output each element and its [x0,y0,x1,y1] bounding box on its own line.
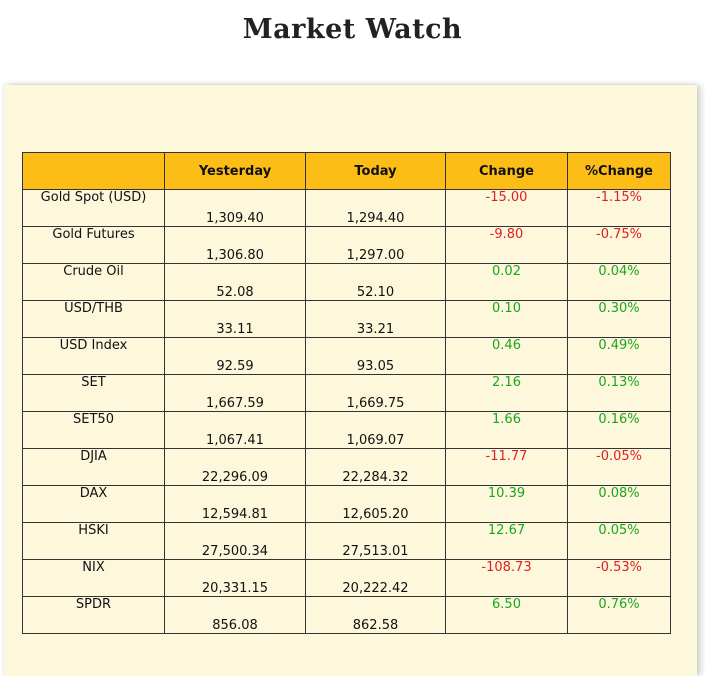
instrument-name: DJIA [22,448,165,486]
yesterday-value: 12,594.81 [164,485,306,523]
change-value: -15.00 [445,189,568,227]
instrument-name: SET50 [22,411,165,449]
table-row: USD Index 92.59 93.05 0.46 0.49% [22,337,671,375]
yesterday-value: 1,067.41 [164,411,306,449]
pct-change-value: 0.16% [567,411,671,449]
header-today: Today [305,152,446,190]
instrument-name: SET [22,374,165,412]
yesterday-value: 1,309.40 [164,189,306,227]
pct-change-value: 0.05% [567,522,671,560]
today-value: 33.21 [305,300,446,338]
header-yesterday: Yesterday [164,152,306,190]
table-row: NIX 20,331.15 20,222.42 -108.73 -0.53% [22,559,671,597]
today-value: 52.10 [305,263,446,301]
instrument-name: DAX [22,485,165,523]
today-value: 93.05 [305,337,446,375]
change-value: 10.39 [445,485,568,523]
today-value: 27,513.01 [305,522,446,560]
today-value: 12,605.20 [305,485,446,523]
table-row: Gold Futures 1,306.80 1,297.00 -9.80 -0.75% [22,226,671,264]
table-row: Crude Oil 52.08 52.10 0.02 0.04% [22,263,671,301]
change-value: 12.67 [445,522,568,560]
table-header-row: Yesterday Today Change %Change [22,152,671,190]
yesterday-value: 20,331.15 [164,559,306,597]
page-title: Market Watch [242,14,463,45]
instrument-name: Crude Oil [22,263,165,301]
today-value: 22,284.32 [305,448,446,486]
today-value: 1,297.00 [305,226,446,264]
change-value: 2.16 [445,374,568,412]
yesterday-value: 1,667.59 [164,374,306,412]
change-value: 0.02 [445,263,568,301]
today-value: 1,294.40 [305,189,446,227]
instrument-name: USD/THB [22,300,165,338]
table-row: SET 1,667.59 1,669.75 2.16 0.13% [22,374,671,412]
pct-change-value: 0.04% [567,263,671,301]
change-value: -108.73 [445,559,568,597]
pct-change-value: -1.15% [567,189,671,227]
market-table: Yesterday Today Change %Change Gold Spot… [22,152,671,634]
instrument-name: NIX [22,559,165,597]
pct-change-value: 0.30% [567,300,671,338]
pct-change-value: 0.08% [567,485,671,523]
yesterday-value: 856.08 [164,596,306,634]
pct-change-value: 0.13% [567,374,671,412]
pct-change-value: 0.76% [567,596,671,634]
pct-change-value: 0.49% [567,337,671,375]
today-value: 1,669.75 [305,374,446,412]
table-row: HSKI 27,500.34 27,513.01 12.67 0.05% [22,522,671,560]
yesterday-value: 92.59 [164,337,306,375]
today-value: 1,069.07 [305,411,446,449]
change-value: 0.10 [445,300,568,338]
yesterday-value: 27,500.34 [164,522,306,560]
today-value: 862.58 [305,596,446,634]
yesterday-value: 22,296.09 [164,448,306,486]
change-value: 1.66 [445,411,568,449]
header-change: Change [445,152,568,190]
table-body: Gold Spot (USD) 1,309.40 1,294.40 -15.00 -1.… [22,189,671,634]
pct-change-value: -0.53% [567,559,671,597]
change-value: -11.77 [445,448,568,486]
today-value: 20,222.42 [305,559,446,597]
change-value: 6.50 [445,596,568,634]
instrument-name: SPDR [22,596,165,634]
table-row: SPDR 856.08 862.58 6.50 0.76% [22,596,671,634]
yesterday-value: 52.08 [164,263,306,301]
pct-change-value: -0.75% [567,226,671,264]
header-instrument [22,152,165,190]
table-row: DAX 12,594.81 12,605.20 10.39 0.08% [22,485,671,523]
table-row: DJIA 22,296.09 22,284.32 -11.77 -0.05% [22,448,671,486]
instrument-name: Gold Spot (USD) [22,189,165,227]
yesterday-value: 1,306.80 [164,226,306,264]
change-value: -9.80 [445,226,568,264]
yesterday-value: 33.11 [164,300,306,338]
change-value: 0.46 [445,337,568,375]
instrument-name: HSKI [22,522,165,560]
instrument-name: USD Index [22,337,165,375]
header-pct-change: %Change [567,152,671,190]
table-row: USD/THB 33.11 33.21 0.10 0.30% [22,300,671,338]
table-row: Gold Spot (USD) 1,309.40 1,294.40 -15.00 -1.… [22,189,671,227]
table-row: SET50 1,067.41 1,069.07 1.66 0.16% [22,411,671,449]
instrument-name: Gold Futures [22,226,165,264]
pct-change-value: -0.05% [567,448,671,486]
